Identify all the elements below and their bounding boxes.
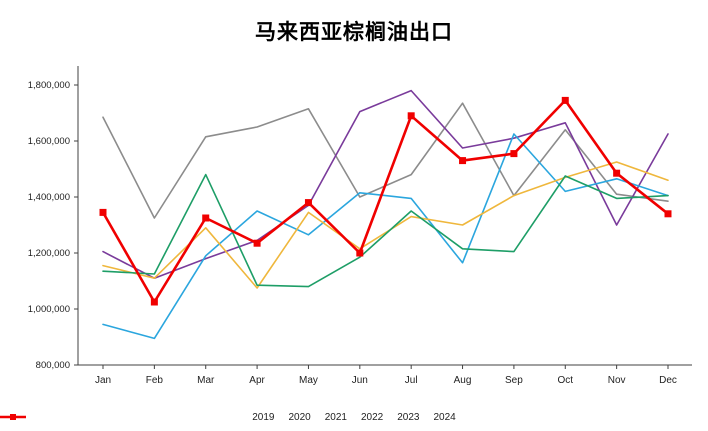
legend-item-2019[interactable]: 2019 [0, 412, 275, 423]
legend-label-2019: 2019 [252, 412, 275, 423]
y-tick-label: 800,000 [36, 360, 70, 371]
x-tick-label: May [299, 375, 318, 386]
x-tick-label: Oct [557, 375, 573, 386]
series-line-2019 [102, 102, 669, 219]
series-marker-2024 [150, 298, 158, 306]
chart-title: 马来西亚棕榈油出口 [255, 21, 453, 44]
x-tick-label: Dec [659, 375, 677, 386]
x-tick-label: Feb [146, 375, 164, 386]
y-tick-label: 1,200,000 [28, 248, 70, 259]
series-marker-2024 [99, 208, 107, 216]
series-line-2022 [102, 161, 669, 289]
x-tick-label: Jul [405, 375, 418, 386]
legend-item-2023[interactable]: 2023 [0, 412, 420, 423]
x-tick-label: Aug [454, 375, 472, 386]
series-marker-2024 [664, 210, 672, 218]
legend-item-2020[interactable]: 2020 [0, 412, 311, 423]
legend: 2019 2020 2021 2022 2023 2024 [0, 412, 708, 423]
series-line-2024 [101, 99, 670, 304]
series-marker-2024 [304, 199, 312, 207]
series-marker-2024 [561, 96, 569, 104]
legend-label-2023: 2023 [397, 412, 420, 423]
x-tick-label: Jun [352, 375, 368, 386]
series-line-2021 [102, 133, 669, 340]
legend-item-2024[interactable]: 2024 [0, 412, 456, 423]
x-tick-label: Apr [249, 375, 265, 386]
series-marker-2024 [253, 239, 261, 247]
x-tick-label: Sep [505, 375, 523, 386]
legend-label-2022: 2022 [361, 412, 384, 423]
y-tick-label: 1,000,000 [28, 304, 70, 315]
y-tick-label: 1,400,000 [28, 192, 70, 203]
legend-label-2021: 2021 [324, 412, 347, 423]
legend-label-2020: 2020 [288, 412, 311, 423]
legend-item-2022[interactable]: 2022 [0, 412, 384, 423]
x-tick-label: Nov [608, 375, 626, 386]
legend-label-2024: 2024 [433, 412, 456, 423]
series-marker-2024 [510, 150, 518, 158]
series-marker-2024 [407, 112, 415, 120]
series-marker-2024 [459, 157, 467, 165]
series-marker-2024 [202, 214, 210, 222]
x-tick-label: Mar [197, 375, 215, 386]
series-line-2023 [102, 173, 669, 288]
series-marker-2024 [356, 249, 364, 257]
legend-swatch-2024 [0, 414, 26, 420]
x-tick-label: Jan [95, 375, 111, 386]
series-line-2020 [102, 89, 669, 280]
y-tick-label: 1,600,000 [28, 136, 70, 147]
legend-item-2021[interactable]: 2021 [0, 412, 347, 423]
series-marker-2024 [613, 169, 621, 177]
y-tick-label: 1,800,000 [28, 80, 70, 91]
